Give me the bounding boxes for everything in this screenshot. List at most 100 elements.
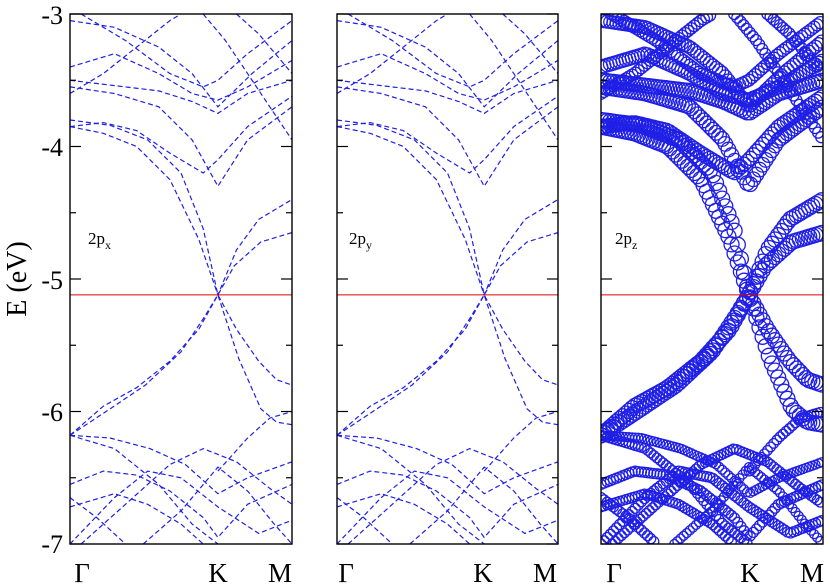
band-2px-0 xyxy=(70,434,292,495)
band-point-2pz-20 xyxy=(759,474,770,485)
band-point-2pz-6 xyxy=(695,112,712,129)
x-tick-label-k-2px: K xyxy=(208,558,228,588)
band-point-2pz-3 xyxy=(670,374,687,392)
band-point-2pz-17 xyxy=(766,516,778,528)
band-point-2pz-5 xyxy=(763,251,781,268)
band-point-2pz-1 xyxy=(651,452,663,464)
y-tick-label-4: -7 xyxy=(41,530,63,559)
band-point-2pz-18 xyxy=(619,527,630,539)
band-point-2pz-12 xyxy=(703,14,717,22)
band-point-2pz-6 xyxy=(742,176,759,193)
band-point-2pz-8 xyxy=(601,118,609,135)
band-point-2pz-17 xyxy=(753,508,766,520)
band-point-2pz-8 xyxy=(814,89,823,105)
band-point-2pz-3 xyxy=(776,383,793,400)
band-point-2pz-2 xyxy=(794,366,812,384)
band-2py-14 xyxy=(502,14,558,74)
band-point-2pz-3 xyxy=(707,337,725,355)
band-2py-20 xyxy=(409,466,558,544)
band-point-2pz-16 xyxy=(707,519,719,531)
band-point-2pz-4 xyxy=(726,245,743,262)
band-point-2pz-1 xyxy=(648,449,660,461)
band-2px-15 xyxy=(70,470,292,539)
band-point-2pz-17 xyxy=(610,522,623,534)
band-point-2pz-11 xyxy=(810,18,823,32)
band-point-2pz-18 xyxy=(684,468,696,480)
band-point-2pz-5 xyxy=(707,174,725,192)
band-point-2pz-14 xyxy=(795,42,808,55)
band-point-2pz-3 xyxy=(695,351,712,368)
band-point-2pz-18 xyxy=(662,488,674,500)
band-point-2pz-13 xyxy=(728,14,741,21)
band-point-2pz-9 xyxy=(811,55,823,71)
band-point-2pz-0 xyxy=(738,484,750,495)
panel-2px: 2px Γ K M xyxy=(69,13,293,588)
band-point-2pz-18 xyxy=(687,466,699,478)
x-tick-label-k-2pz: K xyxy=(740,558,760,588)
band-point-2pz-3 xyxy=(751,319,768,336)
band-point-2pz-2 xyxy=(788,360,805,377)
band-point-2pz-6 xyxy=(708,124,724,141)
band-point-2pz-13 xyxy=(734,15,747,28)
band-point-2pz-6 xyxy=(680,98,696,115)
band-point-2pz-6 xyxy=(686,103,703,120)
band-point-2pz-3 xyxy=(754,328,771,345)
band-point-2pz-21 xyxy=(768,437,780,449)
band-point-2pz-5 xyxy=(710,182,728,199)
band-point-2pz-20 xyxy=(706,506,717,517)
band-2py-13 xyxy=(469,14,558,141)
band-point-2pz-17 xyxy=(760,512,772,524)
panel-2py: 2py Γ K M xyxy=(336,13,559,588)
band-point-2pz-21 xyxy=(814,406,823,418)
band-point-2pz-21 xyxy=(771,434,783,446)
band-point-2pz-10 xyxy=(811,37,823,52)
band-point-2pz-19 xyxy=(623,513,635,525)
band-point-2pz-14 xyxy=(786,30,799,44)
band-point-2pz-17 xyxy=(816,515,823,527)
band-point-2pz-3 xyxy=(720,319,737,336)
band-point-2pz-17 xyxy=(747,504,759,516)
band-point-2pz-7 xyxy=(813,72,823,89)
band-point-2pz-17 xyxy=(607,525,620,537)
band-point-2pz-3 xyxy=(673,371,690,389)
band-point-2pz-1 xyxy=(657,457,669,469)
band-point-2pz-21 xyxy=(765,441,777,453)
band-point-2pz-3 xyxy=(760,347,777,364)
band-point-2pz-6 xyxy=(698,115,715,132)
band-point-2pz-12 xyxy=(606,79,620,93)
band-2py-8 xyxy=(337,95,558,174)
band-point-2pz-5 xyxy=(757,257,774,274)
band-2px-14 xyxy=(236,14,292,74)
band-point-2pz-20 xyxy=(697,514,708,525)
band-point-2pz-14 xyxy=(801,49,815,62)
y-tick-label-2: -5 xyxy=(41,266,63,295)
band-point-2pz-4 xyxy=(729,254,746,271)
band-2py-9 xyxy=(337,53,558,101)
band-point-2pz-18 xyxy=(814,496,823,508)
band-2px-7 xyxy=(70,79,292,115)
band-point-2pz-0 xyxy=(723,470,734,481)
band-point-2pz-19 xyxy=(648,535,660,544)
band-point-2pz-13 xyxy=(743,26,756,39)
band-2py-5 xyxy=(337,119,558,297)
band-point-2pz-1 xyxy=(654,454,666,466)
band-point-2pz-18 xyxy=(612,532,624,544)
band-2px-3 xyxy=(70,293,292,436)
band-point-2pz-19 xyxy=(629,518,641,531)
band-point-2pz-17 xyxy=(756,510,769,522)
band-point-2pz-4 xyxy=(773,222,790,240)
band-point-2pz-3 xyxy=(676,368,694,386)
band-point-2pz-14 xyxy=(814,64,823,77)
x-tick-label-m-2py: M xyxy=(533,558,557,588)
band-point-2pz-21 xyxy=(793,414,805,426)
band-point-2pz-15 xyxy=(816,479,823,491)
band-2px-18 xyxy=(80,447,292,544)
band-point-2pz-1 xyxy=(642,444,654,456)
x-tick-label-gamma-2px: Γ xyxy=(74,558,90,588)
band-point-2pz-6 xyxy=(683,100,700,117)
band-point-2pz-14 xyxy=(783,27,796,40)
band-2px-10 xyxy=(70,20,292,108)
band-point-2pz-3 xyxy=(766,362,784,379)
band-point-2pz-2 xyxy=(770,336,787,353)
